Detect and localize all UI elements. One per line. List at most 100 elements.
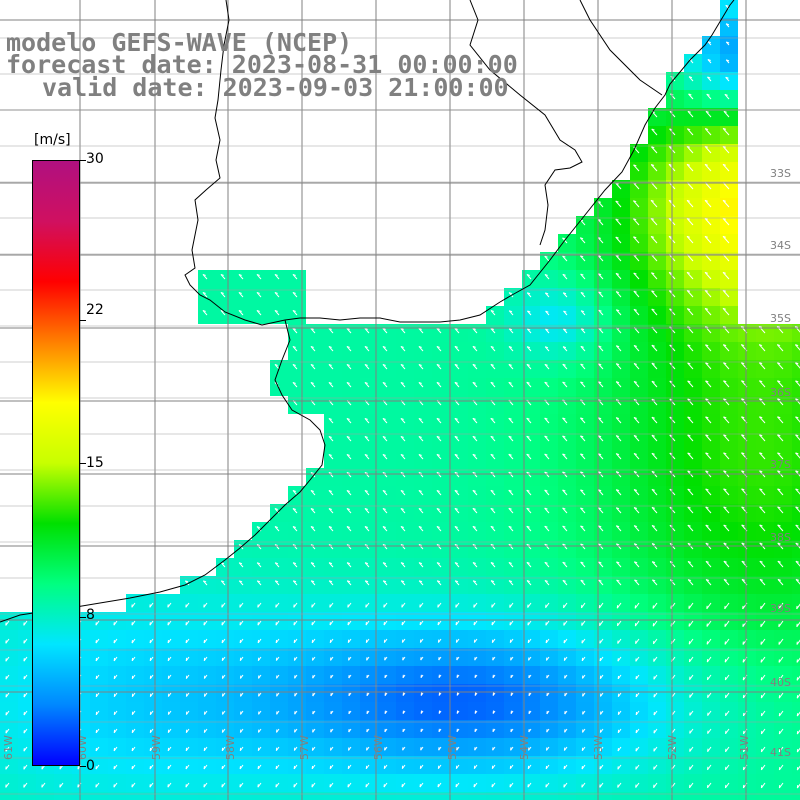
- wind-arrow: [562, 525, 568, 532]
- wind-arrow: [723, 506, 730, 514]
- wind-arrow: [723, 579, 730, 586]
- wind-arrow-head: [400, 471, 404, 474]
- wind-arrow-head: [527, 310, 531, 313]
- wind-arrow: [795, 579, 800, 585]
- wind-arrow: [598, 579, 604, 586]
- wind-arrow-head: [723, 524, 727, 527]
- wind-arrow-head: [382, 489, 386, 492]
- wind-arrow-head: [418, 435, 422, 438]
- wind-arrow-head: [454, 345, 458, 348]
- wind-arrow-head: [346, 345, 350, 348]
- wind-arrow-head: [328, 526, 332, 528]
- wind-arrow-head: [419, 580, 423, 583]
- wind-arrow: [705, 560, 712, 568]
- wind-arrow: [687, 434, 694, 442]
- wind-cell: [792, 684, 800, 702]
- wind-arrow: [580, 489, 586, 496]
- wind-arrow-head: [544, 363, 548, 366]
- wind-arrow: [705, 452, 712, 460]
- wind-arrow-head: [490, 417, 494, 420]
- wind-arrow-head: [472, 345, 476, 348]
- wind-arrow-head: [722, 127, 727, 130]
- wind-arrow-head: [759, 344, 763, 347]
- wind-arrow: [598, 525, 604, 532]
- wind-arrow-head: [364, 327, 368, 330]
- wind-arrow-head: [597, 255, 602, 258]
- wind-cell: [414, 792, 432, 800]
- wind-arrow-head: [256, 291, 260, 294]
- wind-arrow: [723, 560, 730, 568]
- wind-arrow-head: [741, 362, 745, 365]
- wind-arrow: [526, 525, 532, 532]
- wind-arrow-head: [508, 543, 512, 546]
- wind-arrow: [633, 435, 640, 442]
- wind-arrow-head: [292, 327, 296, 330]
- wind-arrow: [651, 489, 658, 496]
- wind-arrow: [704, 128, 712, 136]
- wind-arrow-head: [723, 434, 727, 437]
- coastline-uruguay-interior: [469, 0, 583, 246]
- wind-arrow-head: [598, 363, 602, 366]
- wind-arrow-head: [472, 525, 476, 528]
- wind-arrow-head: [508, 525, 512, 528]
- wind-arrow-head: [633, 290, 637, 293]
- wind-arrow: [580, 381, 586, 388]
- wind-arrow-head: [562, 561, 566, 564]
- wind-arrow-head: [328, 544, 333, 547]
- wind-arrow-head: [723, 344, 727, 347]
- wind-arrow: [597, 255, 604, 262]
- wind-arrow: [688, 620, 694, 627]
- wind-arrow: [652, 602, 658, 609]
- wind-arrow-head: [364, 435, 368, 438]
- wind-arrow: [687, 398, 694, 406]
- wind-arrow-head: [418, 489, 422, 492]
- wind-arrow-head: [650, 235, 655, 238]
- wind-cell: [792, 432, 800, 450]
- wind-arrow: [651, 398, 658, 406]
- wind-arrow: [687, 579, 694, 586]
- wind-arrow-head: [726, 41, 730, 44]
- wind-arrow-head: [651, 362, 655, 365]
- wind-arrow: [615, 327, 622, 334]
- wind-arrow-head: [741, 434, 745, 437]
- wind-arrow-head: [580, 255, 584, 258]
- colorbar-tick-line: [80, 160, 86, 161]
- wind-arrow: [562, 561, 568, 568]
- wind-arrow: [688, 602, 694, 609]
- wind-arrow-head: [472, 580, 477, 583]
- wind-arrow-head: [346, 453, 350, 456]
- wind-arrow-head: [256, 544, 261, 547]
- wind-cell: [288, 792, 306, 800]
- wind-arrow: [490, 453, 496, 460]
- wind-arrow-head: [418, 525, 422, 528]
- wind-arrow: [687, 506, 694, 514]
- wind-arrow: [724, 656, 730, 663]
- wind-arrow: [597, 507, 604, 514]
- wind-arrow-head: [687, 452, 691, 455]
- wind-arrow-head: [508, 363, 512, 366]
- wind-arrow-head: [722, 235, 726, 238]
- wind-arrow-head: [364, 453, 368, 456]
- wind-arrow-head: [705, 362, 709, 365]
- wind-arrow-head: [598, 417, 602, 420]
- wind-arrow-head: [364, 489, 368, 492]
- wind-arrow-head: [436, 489, 440, 492]
- wind-arrow-head: [329, 580, 333, 583]
- wind-arrow-head: [328, 327, 332, 330]
- wind-arrow: [722, 235, 730, 244]
- wind-arrow: [704, 217, 712, 226]
- wind-arrow-head: [400, 562, 405, 565]
- wind-cell: [198, 792, 216, 800]
- wind-cell: [792, 792, 800, 800]
- wind-arrow-head: [580, 453, 584, 456]
- wind-arrow: [795, 434, 800, 441]
- wind-arrow: [615, 507, 622, 514]
- wind-arrow: [579, 237, 586, 244]
- wind-arrow-head: [777, 542, 781, 545]
- wind-arrow-head: [292, 526, 296, 528]
- wind-arrow-head: [418, 417, 422, 420]
- wind-arrow: [686, 290, 694, 298]
- wind-arrow-head: [436, 363, 440, 366]
- wind-arrow: [633, 417, 640, 424]
- wind-arrow-head: [580, 328, 585, 331]
